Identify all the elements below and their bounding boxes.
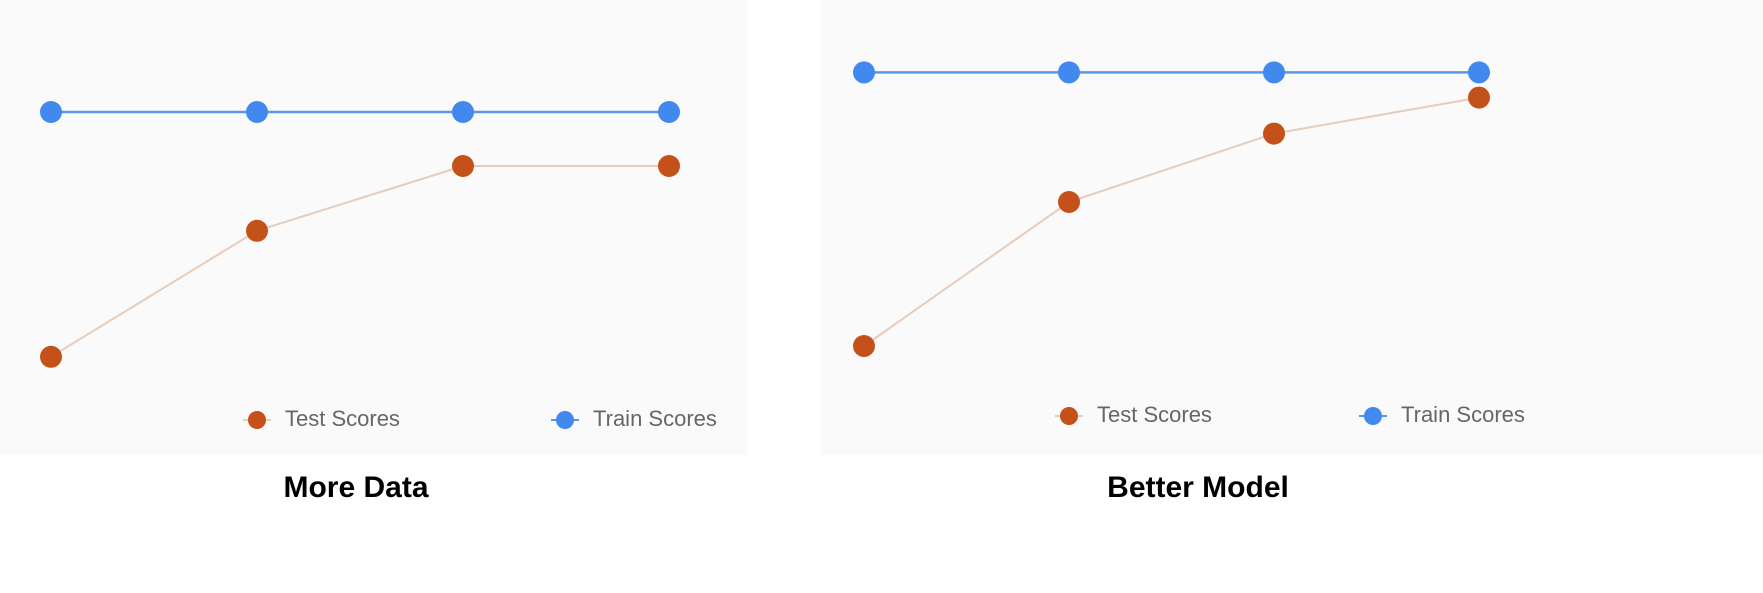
panel-background: [820, 0, 1763, 455]
data-point: [853, 335, 875, 357]
series-line: [50, 165, 669, 358]
data-point: [658, 155, 680, 177]
data-point: [1468, 86, 1490, 109]
data-point: [40, 345, 62, 368]
legend-marker: [1364, 407, 1382, 425]
data-point: [246, 101, 268, 123]
data-point: [1263, 122, 1285, 145]
data-point: [1263, 61, 1285, 84]
legend-marker: [556, 411, 574, 429]
data-point: [246, 219, 268, 242]
chart-title: More Data: [283, 471, 428, 504]
legend-label: Test Scores: [285, 406, 400, 431]
chart-title: Better Model: [1107, 471, 1289, 504]
data-point: [1058, 191, 1080, 213]
data-point: [1468, 61, 1490, 84]
panel-background: [0, 0, 748, 455]
data-point: [658, 101, 680, 123]
legend-label: Train Scores: [593, 406, 717, 431]
legend-label: Test Scores: [1097, 402, 1212, 427]
series-line: [863, 96, 1480, 347]
data-point: [1058, 61, 1080, 84]
legend-label: Train Scores: [1401, 402, 1525, 427]
legend-marker: [248, 411, 266, 429]
data-point: [452, 101, 474, 123]
legend-marker: [1060, 407, 1078, 425]
data-point: [40, 101, 62, 123]
data-point: [853, 61, 875, 84]
data-point: [452, 155, 474, 177]
